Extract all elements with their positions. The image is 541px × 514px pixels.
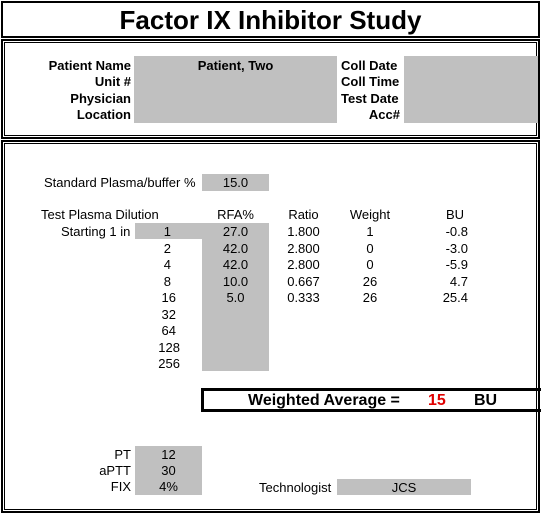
weight-cell: 0 [366, 241, 374, 256]
collection-info-field[interactable] [404, 56, 538, 123]
label-location: Location [76, 107, 131, 122]
pt-label: PT [114, 447, 131, 462]
coag-field[interactable] [135, 446, 202, 495]
patient-info-field[interactable] [134, 56, 337, 123]
standard-label: Standard Plasma/buffer % [44, 175, 196, 190]
page-title: Factor IX Inhibitor Study [119, 5, 422, 35]
dilution-cell: 16 [161, 290, 176, 305]
col-header-rfa: RFA% [217, 207, 254, 222]
label-test-date: Test Date [341, 91, 399, 106]
ratio-cell: 0.333 [287, 290, 320, 305]
standard-value: 15.0 [222, 175, 249, 190]
dilution-cell: 64 [161, 323, 176, 338]
rfa-column-field[interactable] [202, 223, 269, 371]
col-header-bu: BU [445, 207, 465, 222]
label-coll-time: Coll Time [341, 74, 400, 89]
weighted-average-value: 15 [428, 392, 446, 409]
dilution-cell: 256 [158, 356, 180, 371]
bu-cell: -5.9 [445, 257, 468, 272]
label-physician: Physician [70, 91, 131, 106]
bu-cell: -3.0 [445, 241, 468, 256]
bu-cell: 4.7 [449, 274, 468, 289]
dilution-header: Test Plasma Dilution [41, 207, 159, 222]
rfa-cell: 42.0 [222, 241, 249, 256]
dilution-cell: 1 [163, 224, 171, 239]
dilution-cell: 128 [158, 340, 180, 355]
rfa-cell: 27.0 [222, 224, 249, 239]
technologist-value: JCS [391, 480, 417, 495]
weighted-average-box [201, 388, 541, 412]
technologist-field[interactable] [337, 479, 471, 495]
dilution-start-field[interactable] [135, 223, 202, 239]
bu-cell: -0.8 [445, 224, 468, 239]
weight-cell: 26 [362, 290, 378, 305]
fix-value: 4% [159, 479, 178, 494]
col-header-weight: Weight [349, 207, 391, 222]
weight-cell: 26 [362, 274, 378, 289]
pt-value: 12 [161, 447, 176, 462]
weighted-average-unit: BU [474, 392, 498, 409]
label-patient-name: Patient Name [48, 58, 131, 73]
title-frame [1, 1, 540, 38]
label-coll-date: Coll Date [341, 58, 398, 73]
col-header-ratio: Ratio [288, 207, 319, 222]
ratio-cell: 2.800 [287, 241, 320, 256]
label-unit: Unit # [94, 74, 131, 89]
dilution-cell: 2 [163, 241, 171, 256]
starting-label: Starting 1 in [61, 224, 131, 239]
rfa-cell: 5.0 [226, 290, 245, 305]
dilution-cell: 32 [161, 307, 176, 322]
rfa-cell: 42.0 [222, 257, 249, 272]
ratio-cell: 0.667 [287, 274, 320, 289]
fix-label: FIX [110, 479, 131, 494]
weight-cell: 1 [366, 224, 374, 239]
header-frame [1, 39, 540, 139]
ratio-cell: 2.800 [287, 257, 320, 272]
technologist-label: Technologist [259, 480, 332, 495]
standard-field[interactable] [202, 174, 269, 191]
aptt-value: 30 [161, 463, 176, 478]
weight-cell: 0 [366, 257, 374, 272]
label-acc: Acc# [368, 107, 400, 122]
rfa-cell: 10.0 [222, 274, 249, 289]
main-inner-frame [4, 143, 537, 510]
main-frame [1, 140, 540, 513]
aptt-label: aPTT [99, 463, 131, 478]
patient-name-value: Patient, Two [197, 58, 274, 73]
dilution-cell: 4 [163, 257, 171, 272]
ratio-cell: 1.800 [287, 224, 320, 239]
bu-cell: 25.4 [442, 290, 468, 305]
weighted-average-label: Weighted Average = [248, 392, 400, 409]
dilution-cell: 8 [163, 274, 171, 289]
